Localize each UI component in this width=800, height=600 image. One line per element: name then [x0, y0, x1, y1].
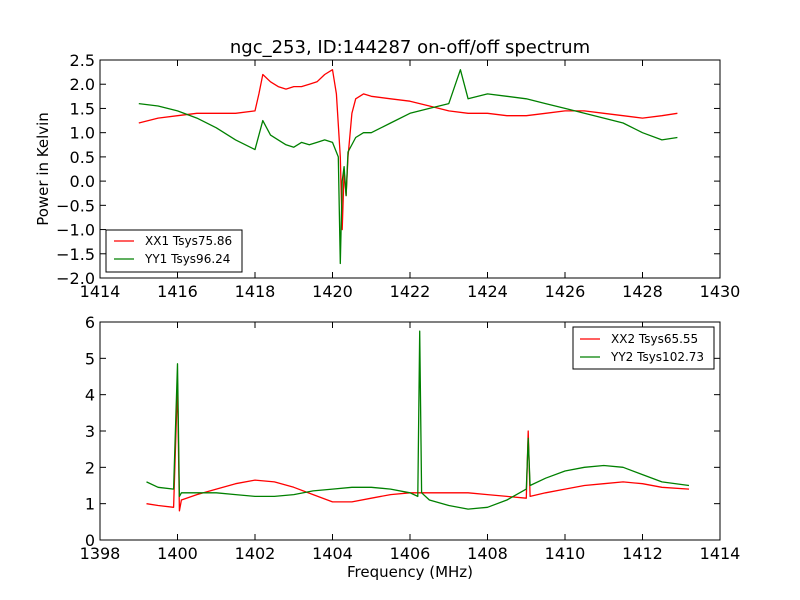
bottom-chart-ticks-group: 1398 1400 1402 1404 1406 1408 1410 1412 1414 0 1 2 3…	[80, 313, 741, 563]
top-xtick-label: 1428	[622, 282, 663, 301]
top-chart-series-group	[138, 69, 678, 265]
top-xtick-label: 1420	[312, 282, 353, 301]
bottom-ytick-label: 0	[85, 531, 95, 550]
bottom-xtick-label: 1408	[467, 544, 508, 563]
bottom-xtick-label: 1398	[80, 544, 121, 563]
top-xtick-label: 1426	[545, 282, 586, 301]
top-ytick-label: 0.0	[70, 172, 95, 191]
bottom-xtick-label: 1402	[235, 544, 276, 563]
top-ytick-label: 1.5	[70, 99, 95, 118]
bottom-ytick-label: 6	[85, 313, 95, 332]
bottom-series-xx2-line	[146, 383, 690, 512]
top-series-yy1-line	[138, 69, 678, 265]
top-xtick-label: 1416	[157, 282, 198, 301]
top-ytick-label: −2.0	[56, 269, 95, 288]
bottom-xtick-label: 1404	[312, 544, 353, 563]
top-ytick-label: −1.0	[56, 221, 95, 240]
top-chart-legend: XX1 Tsys75.86 YY1 Tsys96.24	[105, 229, 243, 273]
top-xtick-label: 1422	[390, 282, 431, 301]
top-ytick-label: −1.5	[56, 245, 95, 264]
top-chart-ylabel: Power in Kelvin	[34, 112, 52, 226]
top-legend-label-xx1: XX1 Tsys75.86	[145, 234, 232, 248]
top-chart-title: ngc_253, ID:144287 on-off/off spectrum	[230, 37, 590, 58]
bottom-chart-legend: XX2 Tsys65.55 YY2 Tsys102.73	[572, 326, 715, 370]
bottom-ytick-label: 4	[85, 386, 95, 405]
top-xtick-label: 1424	[467, 282, 508, 301]
bottom-chart-xlabel: Frequency (MHz)	[347, 563, 473, 581]
bottom-ytick-label: 5	[85, 349, 95, 368]
top-chart-ticks-group: 1414 1416 1418 1420 1422 1424 1426 1428 1430 −2.0…	[56, 51, 740, 301]
top-chart: ngc_253, ID:144287 on-off/off spectrum P…	[34, 37, 740, 301]
top-legend-box	[105, 229, 243, 273]
top-xtick-label: 1418	[235, 282, 276, 301]
bottom-series-yy2-line	[146, 330, 690, 510]
bottom-ytick-label: 1	[85, 495, 95, 514]
top-ytick-label: 2.5	[70, 51, 95, 70]
bottom-xtick-label: 1410	[545, 544, 586, 563]
bottom-xtick-label: 1400	[157, 544, 198, 563]
bottom-legend-label-yy2: YY2 Tsys102.73	[610, 350, 704, 364]
top-ytick-label: −0.5	[56, 196, 95, 215]
bottom-ytick-label: 3	[85, 422, 95, 441]
top-ytick-label: 2.0	[70, 75, 95, 94]
bottom-legend-box	[572, 326, 715, 370]
top-ytick-label: 1.0	[70, 124, 95, 143]
bottom-chart: Frequency (MHz) 1398 1400 1402 1404 1406 1408…	[80, 313, 741, 581]
top-xtick-label: 1430	[700, 282, 741, 301]
top-xtick-label: 1414	[80, 282, 121, 301]
top-ytick-label: 0.5	[70, 148, 95, 167]
bottom-legend-label-xx2: XX2 Tsys65.55	[611, 332, 698, 346]
top-legend-label-yy1: YY1 Tsys96.24	[144, 252, 230, 266]
bottom-chart-series-group	[146, 330, 690, 512]
bottom-ytick-label: 2	[85, 458, 95, 477]
bottom-xtick-label: 1414	[700, 544, 741, 563]
bottom-xtick-label: 1412	[622, 544, 663, 563]
bottom-xtick-label: 1406	[390, 544, 431, 563]
